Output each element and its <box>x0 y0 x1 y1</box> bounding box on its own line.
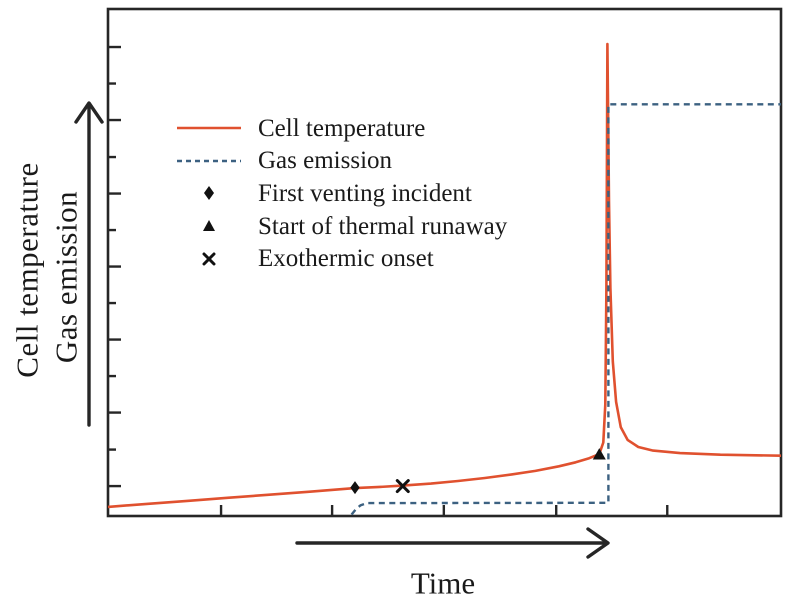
y-axis-label-gas-emission: Gas emission <box>48 190 84 364</box>
y-axis-label-cell-temperature: Cell temperature <box>9 162 45 378</box>
y-axis-direction-arrow-icon <box>74 101 104 427</box>
legend-symbol-diamond-icon <box>172 182 246 204</box>
legend-symbol-triangle-icon <box>172 215 246 237</box>
legend-symbol-line-solid-icon <box>172 117 246 139</box>
legend-item-gas-emission: Gas emission <box>172 145 507 178</box>
legend-label: Start of thermal runaway <box>258 212 508 240</box>
legend: Cell temperature Gas emission First ventin… <box>172 112 507 275</box>
legend-symbol-line-dashed-icon <box>172 150 246 172</box>
legend-label: Exothermic onset <box>258 245 434 273</box>
legend-item-first-venting-incident: First venting incident <box>172 177 507 210</box>
legend-item-cell-temperature: Cell temperature <box>172 112 507 145</box>
legend-label: Gas emission <box>258 147 393 175</box>
legend-item-exothermic-onset: Exothermic onset <box>172 242 507 275</box>
legend-label: First venting incident <box>258 179 472 207</box>
x-axis-label-time: Time <box>410 565 476 601</box>
marker-exothermic-onset-icon <box>395 479 410 494</box>
x-axis-direction-arrow-icon <box>295 527 610 559</box>
legend-item-start-of-thermal-runaway: Start of thermal runaway <box>172 210 507 243</box>
legend-symbol-x-icon <box>172 248 246 270</box>
plot-border <box>106 7 783 518</box>
legend-label: Cell temperature <box>258 114 426 142</box>
marker-first-venting-incident-icon <box>350 481 360 495</box>
marker-start-of-thermal-runaway-icon <box>592 448 606 460</box>
series-cell-temperature <box>107 42 782 509</box>
